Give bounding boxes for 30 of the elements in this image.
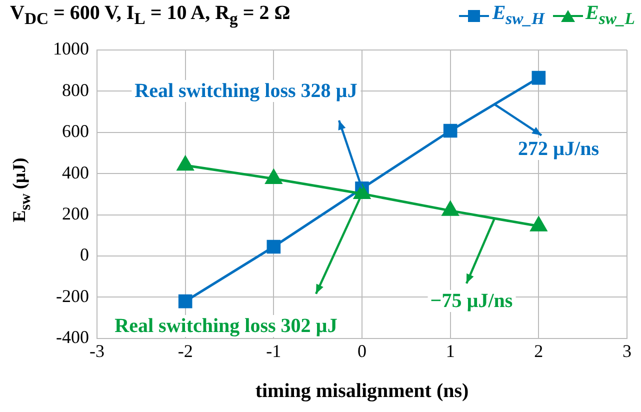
legend-label: E$_{sw_H}$ bbox=[492, 2, 545, 29]
x-tick-label: -1 bbox=[266, 340, 282, 361]
x-tick-label: 2 bbox=[534, 340, 544, 361]
annotation: Real switching loss 302 µJ bbox=[112, 314, 340, 337]
legend-label: E$_{sw_L}$ bbox=[586, 2, 635, 29]
y-tick-label: 400 bbox=[62, 162, 89, 182]
y-tick-label: 600 bbox=[62, 121, 89, 142]
annotation: 272 µJ/ns bbox=[515, 138, 602, 160]
chart-title: V$_{DC}$ = 600 V, I$_{L}$ = 10 A, R$_{g}$ = 2 Ω bbox=[10, 2, 290, 29]
x-tick-label: -2 bbox=[178, 340, 193, 361]
point bbox=[265, 170, 282, 184]
x-tick-label: 3 bbox=[622, 340, 632, 361]
point bbox=[530, 216, 547, 232]
x-tick-label: 0 bbox=[358, 340, 366, 361]
y-tick-label: 1000 bbox=[53, 38, 89, 59]
point bbox=[532, 70, 546, 85]
point bbox=[354, 184, 370, 200]
y-tick-label: 200 bbox=[62, 204, 89, 224]
x-axis-title: timing misalignment (ns) bbox=[255, 380, 469, 402]
y-tick-label: -200 bbox=[56, 286, 89, 306]
y-tick-label: 0 bbox=[80, 244, 89, 265]
point bbox=[177, 156, 194, 171]
annotation: −75 µJ/ns bbox=[427, 290, 516, 312]
y-tick-label: -400 bbox=[56, 327, 89, 348]
annotation: Real switching loss 328 µJ bbox=[132, 80, 360, 102]
x-tick-label: 1 bbox=[446, 340, 455, 361]
point bbox=[442, 201, 459, 216]
x-tick-label: -3 bbox=[90, 340, 104, 361]
point bbox=[443, 124, 458, 138]
y-tick-label: 800 bbox=[62, 80, 89, 100]
